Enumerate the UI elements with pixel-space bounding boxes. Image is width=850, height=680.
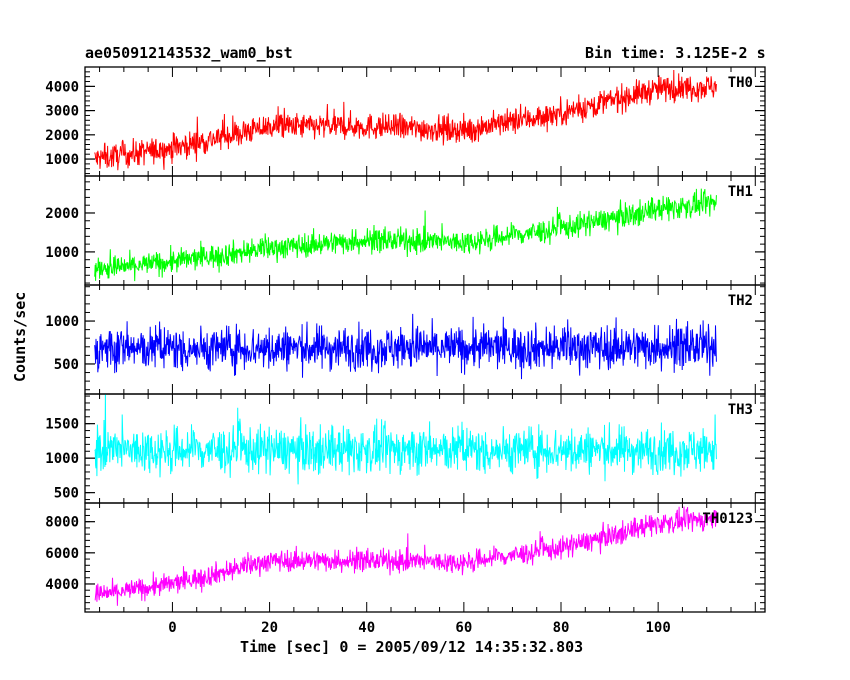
y-tick-label: 500 [54, 357, 79, 373]
panel-label-th3: TH3 [728, 402, 753, 418]
y-tick-label: 1000 [45, 314, 79, 330]
panel-label-th1: TH1 [728, 184, 753, 200]
bin-time-label: Bin time: 3.125E-2 s [585, 44, 766, 62]
x-tick-label: 60 [455, 620, 472, 636]
series-line-th0 [94, 69, 717, 171]
observation-id: ae050912143532_wam0_bst [85, 44, 293, 62]
y-tick-label: 500 [54, 486, 79, 502]
x-tick-label: 20 [261, 620, 278, 636]
y-axis-label: Counts/sec [11, 291, 29, 382]
panel-label-th2: TH2 [728, 293, 753, 309]
series-line-th3 [94, 394, 717, 485]
y-tick-label: 4000 [45, 577, 79, 593]
panel-label-th0123: TH0123 [702, 511, 753, 527]
y-tick-label: 6000 [45, 546, 79, 562]
panel-frame-th2 [84, 284, 766, 395]
x-tick-label: 0 [168, 620, 176, 636]
x-tick-label: 80 [553, 620, 570, 636]
series-line-th1 [94, 188, 717, 282]
y-tick-label: 2000 [45, 128, 79, 144]
series-line-th0123 [94, 506, 717, 606]
y-tick-label: 1000 [45, 451, 79, 467]
y-tick-label: 1000 [45, 245, 79, 261]
x-tick-label: 40 [358, 620, 375, 636]
panel-label-th0: TH0 [728, 75, 753, 91]
y-tick-label: 4000 [45, 79, 79, 95]
y-tick-label: 1000 [45, 152, 79, 168]
y-tick-label: 8000 [45, 515, 79, 531]
y-tick-label: 1500 [45, 417, 79, 433]
panel-frame-th0123 [84, 502, 766, 613]
y-tick-label: 2000 [45, 206, 79, 222]
x-axis-label: Time [sec] 0 = 2005/09/12 14:35:32.803 [240, 638, 584, 656]
series-line-th2 [94, 313, 717, 380]
y-tick-label: 3000 [45, 104, 79, 120]
x-tick-label: 100 [645, 620, 670, 636]
